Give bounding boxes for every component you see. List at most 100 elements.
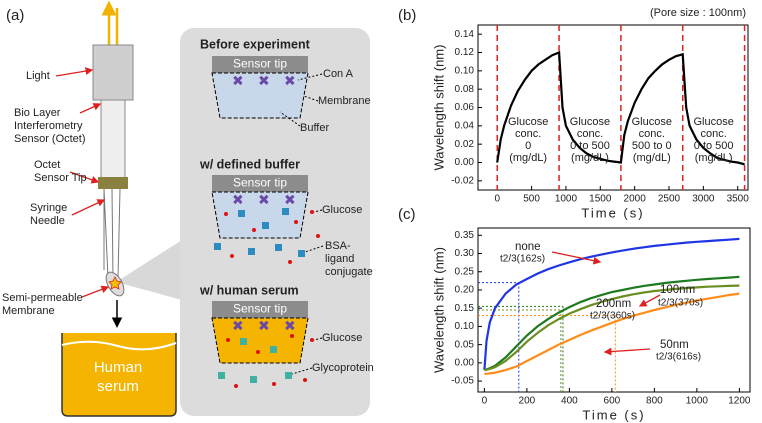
y-tick-label: -0.05 bbox=[451, 376, 474, 387]
y-tick-label: 0.15 bbox=[455, 303, 475, 314]
series-line bbox=[484, 284, 740, 372]
needle bbox=[117, 188, 121, 279]
y-tick-label: 0.25 bbox=[455, 266, 475, 277]
label: Glucose bbox=[322, 204, 362, 216]
x-tick-label: 0 bbox=[482, 396, 488, 407]
label: Bio Layer bbox=[14, 107, 61, 119]
label: Semi-permeable bbox=[2, 292, 83, 304]
label: serum bbox=[97, 378, 139, 395]
annotation: conc. bbox=[639, 128, 665, 140]
y-tick-label: 0.14 bbox=[455, 29, 475, 40]
svg-text:✖: ✖ bbox=[232, 73, 244, 89]
x-tick-label: 3500 bbox=[727, 194, 750, 205]
series-line bbox=[484, 292, 740, 375]
y-tick-label: 0.00 bbox=[455, 157, 475, 168]
tip-label: Sensor tip bbox=[233, 57, 287, 71]
diagram: (a) ✖ ✖ ✖ ✖ ✖ ✖ ✖ ✖ ✖ bbox=[6, 0, 370, 417]
label: Needle bbox=[30, 215, 65, 227]
svg-text:✖: ✖ bbox=[232, 318, 244, 334]
annotation: 0 to 500 bbox=[570, 140, 610, 152]
tip-label: Sensor tip bbox=[233, 302, 287, 316]
sensor-tip bbox=[98, 177, 128, 189]
x-tick-label: 1000 bbox=[555, 194, 578, 205]
x-tick-label: 400 bbox=[561, 396, 578, 407]
section-title: Before experiment bbox=[200, 37, 311, 51]
annotation: Glucose bbox=[570, 116, 610, 128]
x-tick-label: 800 bbox=[646, 396, 663, 407]
svg-text:✖: ✖ bbox=[284, 192, 296, 208]
label: Human bbox=[94, 359, 142, 376]
x-tick-label: 0 bbox=[494, 194, 500, 205]
section-title: w/ defined buffer bbox=[199, 157, 300, 171]
x-tick-label: 2000 bbox=[624, 194, 647, 205]
svg-text:✖: ✖ bbox=[258, 73, 270, 89]
label: Membrane bbox=[2, 305, 55, 317]
x-tick-label: 200 bbox=[519, 396, 536, 407]
annotation: Glucose bbox=[693, 116, 733, 128]
plot-frame bbox=[477, 24, 749, 191]
pointer bbox=[71, 199, 106, 216]
star bbox=[108, 276, 122, 290]
y-axis-label: Wavelength shift (nm) bbox=[431, 247, 446, 373]
section-shapes bbox=[211, 56, 309, 364]
annotation: 0 bbox=[525, 140, 531, 152]
series-line bbox=[483, 237, 740, 371]
x-axis-label: Time (s) bbox=[581, 205, 644, 220]
series-label: 50nm bbox=[660, 339, 689, 351]
sensor-shaft bbox=[100, 99, 126, 179]
beaker bbox=[61, 333, 177, 417]
label: ligand bbox=[325, 253, 354, 265]
y-tick-label: 0.05 bbox=[455, 339, 475, 350]
x-axis-label: Time (s) bbox=[582, 407, 645, 422]
annotation: (mg/dL) bbox=[571, 152, 609, 164]
x-tick-label: 1200 bbox=[728, 396, 751, 407]
y-tick-label: 0.04 bbox=[455, 120, 475, 131]
y-tick-label: 0.06 bbox=[455, 102, 475, 113]
annotation: conc. bbox=[701, 128, 727, 140]
panel-label: (c) bbox=[398, 206, 416, 223]
callout-connector bbox=[116, 240, 182, 300]
label: Glycoprotein bbox=[312, 362, 374, 374]
x-tick-label: 600 bbox=[604, 396, 621, 407]
needle bbox=[103, 188, 109, 279]
pointer bbox=[79, 103, 102, 114]
series-label: 100nm bbox=[660, 284, 695, 296]
y-tick-label: 0.12 bbox=[455, 47, 475, 58]
x-tick-label: 3000 bbox=[692, 194, 715, 205]
section-title: w/ human serum bbox=[199, 283, 299, 297]
glucose-dots bbox=[224, 210, 320, 388]
label: Glucose bbox=[322, 332, 362, 344]
svg-text:✖: ✖ bbox=[284, 73, 296, 89]
label: Interferometry bbox=[14, 120, 83, 132]
svg-text:✖: ✖ bbox=[232, 192, 244, 208]
series-note: t2/3(370s) bbox=[658, 298, 703, 309]
pointer bbox=[81, 285, 110, 298]
y-axis-label: Wavelength shift (nm) bbox=[431, 45, 446, 171]
label: conjugate bbox=[325, 266, 373, 278]
note: (Pore size : 100nm) bbox=[650, 7, 746, 19]
series-label: none bbox=[515, 241, 541, 253]
section-pointers bbox=[279, 73, 324, 375]
pointer bbox=[55, 67, 94, 77]
con-a-stars: ✖ ✖ ✖ ✖ ✖ ✖ ✖ ✖ ✖ bbox=[232, 73, 296, 334]
pointer bbox=[638, 294, 661, 307]
pointer bbox=[69, 171, 100, 184]
molecules bbox=[214, 208, 305, 383]
label: Membrane bbox=[318, 95, 371, 107]
label: Octet bbox=[34, 159, 60, 171]
sensor-body bbox=[92, 44, 134, 101]
label: Light bbox=[26, 70, 50, 82]
y-tick-label: 0.20 bbox=[455, 285, 475, 296]
needle bbox=[111, 188, 114, 279]
y-tick-label: 0.00 bbox=[455, 357, 475, 368]
y-tick-label: 0.10 bbox=[455, 65, 475, 76]
y-tick-label: 0.30 bbox=[455, 248, 475, 259]
panel-label: (a) bbox=[6, 7, 24, 24]
series-note: t2/3(616s) bbox=[656, 352, 701, 363]
panel-label: (b) bbox=[398, 7, 416, 24]
tip-label: Sensor tip bbox=[233, 176, 287, 190]
series-note: t2/3(162s) bbox=[500, 254, 545, 265]
pointer bbox=[551, 251, 602, 265]
annotation: Glucose bbox=[632, 116, 672, 128]
